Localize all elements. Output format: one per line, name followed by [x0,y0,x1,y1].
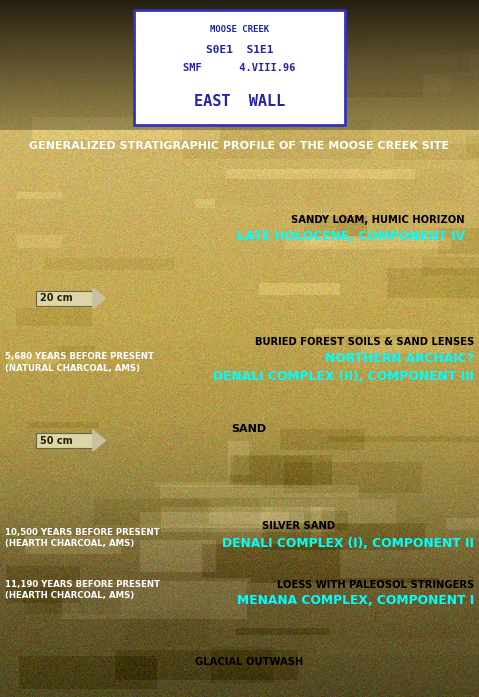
Text: (HEARTH CHARCOAL, AMS): (HEARTH CHARCOAL, AMS) [5,539,134,548]
Text: (HEARTH CHARCOAL, AMS): (HEARTH CHARCOAL, AMS) [5,592,134,600]
Polygon shape [93,288,105,309]
FancyBboxPatch shape [134,10,345,125]
Text: SMF      4.VIII.96: SMF 4.VIII.96 [183,63,296,73]
Text: LATE HOLOCENE, COMPONENT IV: LATE HOLOCENE, COMPONENT IV [237,231,465,243]
Text: 11,190 YEARS BEFORE PRESENT: 11,190 YEARS BEFORE PRESENT [5,581,160,589]
Text: GLACIAL OUTWASH: GLACIAL OUTWASH [195,657,303,667]
Polygon shape [93,430,105,451]
Text: EAST  WALL: EAST WALL [194,93,285,109]
Text: (NATURAL CHARCOAL, AMS): (NATURAL CHARCOAL, AMS) [5,364,140,372]
Text: LOESS WITH PALEOSOL STRINGERS: LOESS WITH PALEOSOL STRINGERS [277,581,474,590]
Text: MENANA COMPLEX, COMPONENT I: MENANA COMPLEX, COMPONENT I [237,595,474,607]
Text: S0E1  S1E1: S0E1 S1E1 [206,45,273,55]
Text: 20 cm: 20 cm [40,293,72,303]
Bar [36,291,93,306]
Text: DENALI COMPLEX (II), COMPONENT III: DENALI COMPLEX (II), COMPONENT III [213,370,474,383]
Text: SANDY LOAM, HUMIC HORIZON: SANDY LOAM, HUMIC HORIZON [291,215,465,224]
Text: 5,680 YEARS BEFORE PRESENT: 5,680 YEARS BEFORE PRESENT [5,353,154,361]
Text: BURIED FOREST SOILS & SAND LENSES: BURIED FOREST SOILS & SAND LENSES [255,337,474,346]
Text: 10,500 YEARS BEFORE PRESENT: 10,500 YEARS BEFORE PRESENT [5,528,160,537]
Text: 50 cm: 50 cm [40,436,72,445]
Text: SAND: SAND [231,424,267,434]
Text: MOOSE CREEK: MOOSE CREEK [210,26,269,34]
Text: SILVER SAND: SILVER SAND [262,521,335,531]
Text: NORTHERN ARCHAIC?: NORTHERN ARCHAIC? [325,353,474,365]
Text: GENERALIZED STRATIGRAPHIC PROFILE OF THE MOOSE CREEK SITE: GENERALIZED STRATIGRAPHIC PROFILE OF THE… [29,141,450,151]
Bar [36,433,93,448]
Text: DENALI COMPLEX (I), COMPONENT II: DENALI COMPLEX (I), COMPONENT II [222,537,474,550]
